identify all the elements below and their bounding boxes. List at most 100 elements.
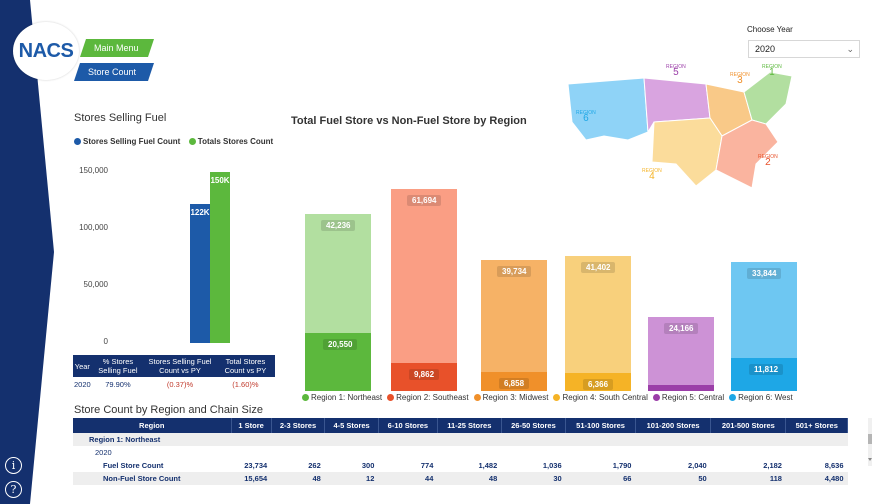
column-header[interactable]: 501+ Stores (785, 418, 848, 433)
map-label-region-6: REGION 6 (576, 110, 596, 124)
legend-item: Totals Stores Count (188, 137, 274, 146)
column-header[interactable]: 1 Store (231, 418, 272, 433)
bar-segment-fuel[interactable] (481, 371, 547, 391)
column-header[interactable]: 11-25 Stores (437, 418, 502, 433)
bar-segment-non-fuel[interactable] (305, 213, 371, 334)
bar-data-label: 6,858 (499, 377, 530, 389)
year-filter-label: Choose Year (747, 25, 793, 34)
column-header[interactable]: 51-100 Stores (565, 418, 636, 433)
bar-segment-fuel[interactable] (731, 357, 797, 391)
bar-data-label: 9,862 (409, 369, 440, 381)
table-cell: 79.90% (105, 380, 131, 389)
bar-stores-selling-fuel[interactable] (190, 203, 210, 343)
map-label-region-5: REGION 5 (666, 64, 686, 78)
bar-data-label: 61,694 (407, 195, 442, 207)
column-header[interactable]: 2-3 Stores (271, 418, 326, 433)
main-menu-button[interactable]: Main Menu (80, 39, 154, 57)
map-region-6[interactable] (567, 77, 649, 141)
legend-label: Region 5: Central (661, 393, 725, 402)
bar-segment-non-fuel[interactable] (731, 262, 797, 358)
bar-segment-non-fuel[interactable] (565, 256, 631, 374)
bar-data-label: 6,366 (583, 379, 614, 391)
table-cell: 8,636 (824, 461, 844, 470)
year-group-label[interactable]: 2020 (95, 448, 112, 457)
table-cell: 44 (378, 472, 438, 485)
table-year-row[interactable]: 2020 (73, 446, 848, 459)
table-cell: 66 (565, 472, 636, 485)
legend-dot (473, 394, 481, 401)
info-icon[interactable]: i (5, 457, 22, 474)
table-row: Fuel Store Count 23,734 262 300 774 1,482 1,03… (73, 459, 848, 472)
column-header[interactable]: 4-5 Stores (324, 418, 379, 433)
legend-dot (302, 394, 309, 401)
table-cell: 30 (501, 472, 566, 485)
table-cell: 2,182 (763, 461, 782, 470)
table-row: Non-Fuel Store Count 15,654 48 12 44 48 30 66 50… (73, 472, 848, 485)
main-chart-title: Total Fuel Store vs Non-Fuel Store by Re… (291, 115, 527, 127)
map-region-1[interactable] (743, 71, 793, 125)
table-cell: 2020 (74, 380, 91, 389)
legend-dot (74, 138, 81, 145)
column-header[interactable]: % Stores Selling Fuel (91, 355, 145, 377)
column-header[interactable]: Year (73, 355, 92, 377)
bar-segment-non-fuel[interactable] (391, 189, 457, 364)
legend-label: Region 4: South Central (562, 393, 648, 402)
help-icon[interactable]: ? (5, 481, 22, 498)
legend-item[interactable]: Region 2: Southeast (387, 393, 469, 402)
legend-item[interactable]: Region 1: Northeast (302, 393, 382, 402)
table-cell: 2,040 (687, 461, 707, 470)
bar-data-label: 20,550 (323, 339, 358, 351)
legend-dot (553, 394, 561, 401)
bar-segment-fuel[interactable] (648, 385, 714, 391)
legend-label: Stores Selling Fuel Count (83, 137, 181, 146)
stores-selling-fuel-chart: 150,000 100,000 50,000 0 122K 150K (60, 160, 290, 350)
legend-dot (652, 394, 660, 401)
map-label-region-3: REGION 3 (730, 72, 750, 86)
column-header[interactable]: Stores Selling Fuel Count vs PY (144, 355, 216, 377)
store-count-button[interactable]: Store Count (74, 63, 154, 81)
region-group-label[interactable]: Region 1: Northeast (73, 433, 848, 446)
table-cell: 50 (635, 472, 711, 485)
y-tick-label: 0 (103, 337, 108, 346)
bar-segment-fuel[interactable] (565, 373, 631, 391)
bar-data-label: 11,812 (749, 363, 784, 375)
table-group-row[interactable]: Region 1: Northeast (73, 433, 848, 446)
bar-segment-non-fuel[interactable] (481, 259, 547, 372)
legend-item[interactable]: Region 3: Midwest (473, 393, 548, 402)
legend-label: Totals Stores Count (197, 137, 274, 146)
column-header[interactable]: 26-50 Stores (501, 418, 567, 433)
map-region-4[interactable] (651, 117, 723, 187)
bar-data-label: 39,734 (497, 265, 532, 277)
column-header[interactable]: 6-10 Stores (378, 418, 438, 433)
bar-segment-fuel[interactable] (305, 333, 371, 391)
vertical-scrollbar[interactable] (866, 418, 874, 466)
legend-dot (387, 394, 395, 401)
left-chart-legend: Stores Selling Fuel Count Totals Stores … (74, 132, 277, 150)
column-header[interactable]: Region (73, 418, 232, 433)
column-header[interactable]: 101-200 Stores (635, 418, 712, 433)
table-cell: 774 (420, 461, 434, 470)
table-cell: 48 (437, 472, 502, 485)
bar-segment-fuel[interactable] (391, 363, 457, 391)
table-cell: 1,482 (478, 461, 498, 470)
legend-item[interactable]: Region 4: South Central (553, 393, 648, 402)
table-cell: (0.37)% (166, 380, 194, 389)
row-label: Non-Fuel Store Count (73, 472, 231, 485)
legend-item[interactable]: Region 6: West (729, 393, 793, 402)
column-header[interactable]: Total Stores Count vs PY (215, 355, 275, 377)
map-region-2[interactable] (715, 119, 779, 189)
legend-item[interactable]: Region 5: Central (652, 393, 725, 402)
table-cell: 12 (324, 472, 379, 485)
y-tick-label: 150,000 (79, 166, 108, 175)
table-cell: 48 (271, 472, 325, 485)
bar-segment-non-fuel[interactable] (648, 317, 714, 386)
year-dropdown[interactable]: 2020 ⌄ (748, 40, 860, 58)
column-header[interactable]: 201-500 Stores (710, 418, 787, 433)
legend-label: Region 1: Northeast (311, 393, 383, 402)
nacs-logo: NACS (13, 22, 79, 80)
bar-total-stores[interactable] (210, 172, 230, 343)
table-cell: 300 (361, 461, 375, 470)
table-cell: 15,654 (231, 472, 272, 485)
region-table-title: Store Count by Region and Chain Size (74, 404, 263, 416)
table-cell: 262 (308, 461, 321, 470)
